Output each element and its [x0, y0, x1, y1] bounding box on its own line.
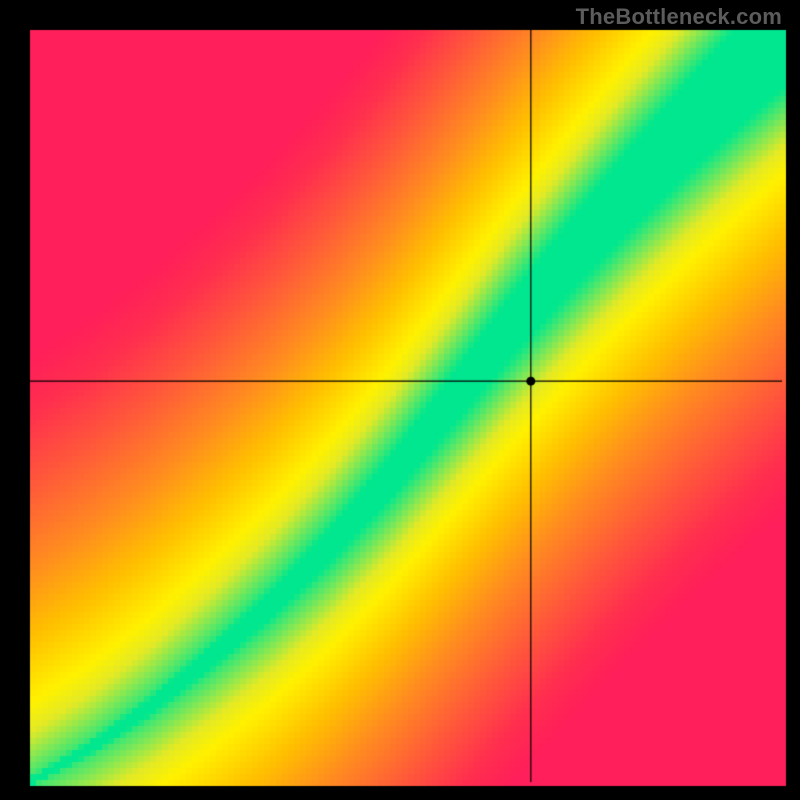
- bottleneck-heatmap: [0, 0, 800, 800]
- watermark-text: TheBottleneck.com: [576, 4, 782, 30]
- chart-container: TheBottleneck.com: [0, 0, 800, 800]
